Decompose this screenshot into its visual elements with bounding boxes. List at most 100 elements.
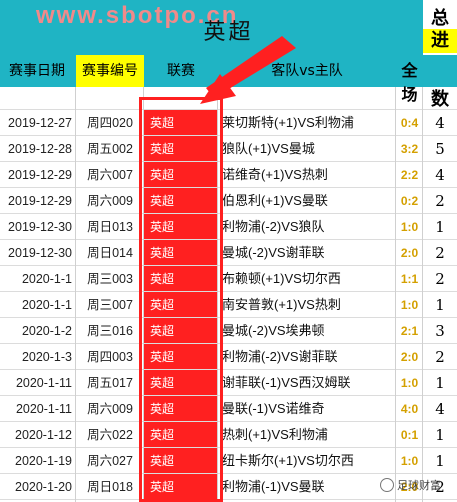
table-row[interactable]: 2020-1-1 周三003 英超 布赖顿(+1)VS切尔西 1:1 2 bbox=[0, 266, 457, 292]
header-match[interactable]: 客队vs主队 bbox=[271, 63, 343, 79]
cell-match: 伯恩利(+1)VS曼联 bbox=[222, 193, 328, 208]
grid-line bbox=[0, 187, 457, 188]
cell-total: 1 bbox=[435, 426, 445, 444]
grid-line bbox=[0, 109, 457, 110]
highlight-box bbox=[139, 97, 223, 502]
cell-league: 英超 bbox=[144, 162, 218, 188]
cell-match: 布赖顿(+1)VS切尔西 bbox=[222, 271, 341, 286]
title-band bbox=[0, 0, 423, 55]
total-header-char-1: 总 bbox=[431, 8, 449, 29]
cell-code: 周六009 bbox=[87, 402, 133, 416]
header-league[interactable]: 联赛 bbox=[167, 63, 195, 79]
cell-league: 英超 bbox=[144, 292, 218, 318]
cell-score: 1:0 bbox=[400, 298, 419, 312]
grid-line bbox=[0, 395, 457, 396]
cell-total: 2 bbox=[435, 478, 445, 496]
cell-code: 周三003 bbox=[87, 272, 133, 286]
cell-date: 2020-1-11 bbox=[15, 402, 72, 416]
cell-score: 1:0 bbox=[400, 220, 419, 234]
cell-code: 周六009 bbox=[87, 194, 133, 208]
cell-code: 周四003 bbox=[87, 350, 133, 364]
cell-league: 英超 bbox=[144, 188, 218, 214]
grid-line bbox=[217, 87, 218, 502]
cell-total: 4 bbox=[435, 114, 445, 132]
grid-line bbox=[0, 291, 457, 292]
table-row[interactable]: 2020-1-2 周三016 英超 曼城(-2)VS埃弗顿 2:1 3 bbox=[0, 318, 457, 344]
cell-match: 曼联(-1)VS诺维奇 bbox=[222, 401, 325, 416]
table-row[interactable]: 2019-12-28 周五002 英超 狼队(+1)VS曼城 3:2 5 bbox=[0, 136, 457, 162]
cell-match: 利物浦(-1)VS曼联 bbox=[222, 479, 325, 494]
grid-line bbox=[0, 421, 457, 422]
cell-score: 1:0 bbox=[400, 454, 419, 468]
cell-total: 5 bbox=[435, 140, 445, 158]
header-code[interactable]: 赛事编号 bbox=[76, 55, 144, 87]
cell-score: 3:2 bbox=[400, 142, 419, 156]
logo-icon bbox=[380, 478, 394, 492]
table-row[interactable]: 2019-12-30 周日014 英超 曼城(-2)VS谢菲联 2:0 2 bbox=[0, 240, 457, 266]
header-full-top[interactable]: 全 bbox=[401, 61, 418, 80]
cell-total: 2 bbox=[435, 270, 445, 288]
cell-match: 莱切斯特(+1)VS利物浦 bbox=[222, 115, 354, 130]
cell-league: 英超 bbox=[144, 474, 218, 500]
table-row[interactable]: 2020-1-3 周四003 英超 利物浦(-2)VS谢菲联 2:0 2 bbox=[0, 344, 457, 370]
cell-score: 1:1 bbox=[400, 272, 419, 286]
cell-date: 2020-1-20 bbox=[15, 480, 72, 494]
grid-line bbox=[0, 447, 457, 448]
table-row[interactable]: 2020-1-11 周五017 英超 谢菲联(-1)VS西汉姆联 1:0 1 bbox=[0, 370, 457, 396]
table-row[interactable]: 2020-1-19 周六027 英超 纽卡斯尔(+1)VS切尔西 1:0 1 bbox=[0, 448, 457, 474]
grid-line bbox=[75, 87, 76, 502]
cell-total: 1 bbox=[435, 296, 445, 314]
table-row[interactable]: 2020-1-12 周六022 英超 热刺(+1)VS利物浦 0:1 1 bbox=[0, 422, 457, 448]
cell-league: 英超 bbox=[144, 396, 218, 422]
total-header-char-2: 进 bbox=[423, 29, 457, 53]
cell-date: 2020-1-1 bbox=[21, 272, 72, 286]
table-row[interactable]: 2020-1-1 周三007 英超 南安普敦(+1)VS热刺 1:0 1 bbox=[0, 292, 457, 318]
cell-match: 南安普敦(+1)VS热刺 bbox=[222, 297, 341, 312]
cell-league: 英超 bbox=[144, 370, 218, 396]
cell-code: 周六027 bbox=[87, 454, 133, 468]
cell-score: 2:0 bbox=[400, 246, 419, 260]
cell-date: 2020-1-2 bbox=[21, 324, 72, 338]
table-row[interactable]: 2020-1-11 周六009 英超 曼联(-1)VS诺维奇 4:0 4 bbox=[0, 396, 457, 422]
cell-score: 0:2 bbox=[400, 194, 419, 208]
table-row[interactable]: 2019-12-30 周日013 英超 利物浦(-2)VS狼队 1:0 1 bbox=[0, 214, 457, 240]
header-date[interactable]: 赛事日期 bbox=[9, 63, 65, 79]
cell-score: 1:0 bbox=[400, 376, 419, 390]
cell-league: 英超 bbox=[144, 240, 218, 266]
cell-score: 0:4 bbox=[400, 116, 419, 130]
cell-match: 曼城(-2)VS谢菲联 bbox=[222, 245, 325, 260]
table-row[interactable]: 2019-12-27 周四020 英超 莱切斯特(+1)VS利物浦 0:4 4 bbox=[0, 110, 457, 136]
grid-line bbox=[0, 343, 457, 344]
table-row[interactable]: 2019-12-29 周六007 英超 诺维奇(+1)VS热刺 2:2 4 bbox=[0, 162, 457, 188]
grid-line bbox=[0, 317, 457, 318]
cell-code: 周日018 bbox=[87, 480, 133, 494]
grid-line bbox=[143, 87, 144, 502]
grid-line bbox=[0, 161, 457, 162]
cell-date: 2020-1-1 bbox=[21, 298, 72, 312]
grid-line bbox=[0, 369, 457, 370]
cell-date: 2020-1-12 bbox=[15, 428, 72, 442]
table-row[interactable]: 2020-1-20 周日018 英超 利物浦(-1)VS曼联 2:0 2 bbox=[0, 474, 457, 500]
total-header-char-4: 数 bbox=[431, 89, 449, 110]
grid-line bbox=[0, 213, 457, 214]
cell-total: 1 bbox=[435, 218, 445, 236]
cell-date: 2020-1-19 bbox=[15, 454, 72, 468]
cell-date: 2019-12-29 bbox=[8, 194, 72, 208]
table-row[interactable]: 2019-12-29 周六009 英超 伯恩利(+1)VS曼联 0:2 2 bbox=[0, 188, 457, 214]
page-title: 英超 bbox=[203, 20, 254, 45]
cell-match: 利物浦(-2)VS谢菲联 bbox=[222, 349, 338, 364]
cell-date: 2019-12-28 bbox=[8, 142, 72, 156]
cell-code: 周五002 bbox=[87, 142, 133, 156]
cell-match: 狼队(+1)VS曼城 bbox=[222, 141, 315, 156]
grid-line bbox=[395, 87, 396, 502]
cell-date: 2019-12-27 bbox=[8, 116, 72, 130]
cell-total: 1 bbox=[435, 374, 445, 392]
cell-match: 曼城(-2)VS埃弗顿 bbox=[222, 323, 325, 338]
cell-date: 2019-12-30 bbox=[8, 220, 72, 234]
watermark: www.sbotpo.cn bbox=[36, 2, 239, 29]
cell-score: 2:2 bbox=[400, 168, 419, 182]
cell-total: 2 bbox=[435, 244, 445, 262]
cell-score: 0:1 bbox=[400, 428, 419, 442]
cell-league: 英超 bbox=[144, 214, 218, 240]
